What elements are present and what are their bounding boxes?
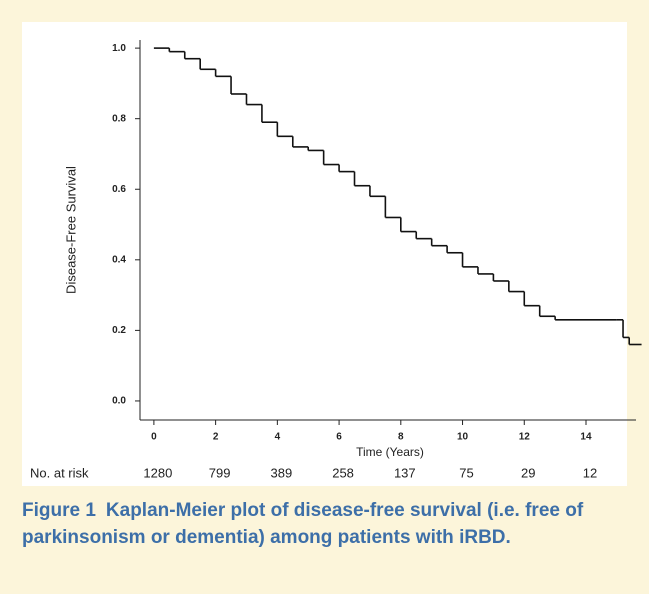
at-risk-value: 75 xyxy=(459,465,473,480)
caption-text: Kaplan-Meier plot of disease-free surviv… xyxy=(22,500,584,548)
x-tick-label: 6 xyxy=(336,432,342,443)
plot-background xyxy=(22,22,627,486)
at-risk-value: 1280 xyxy=(143,465,172,480)
y-tick-label: 0.0 xyxy=(112,396,126,407)
caption: Figure 1 Kaplan-Meier plot of disease-fre… xyxy=(22,497,632,551)
y-tick-label: 0.8 xyxy=(112,113,126,124)
at-risk-value: 258 xyxy=(332,465,354,480)
at-risk-value: 12 xyxy=(583,465,597,480)
at-risk-value: 389 xyxy=(270,465,292,480)
at-risk-value: 799 xyxy=(209,465,231,480)
at-risk-value: 29 xyxy=(521,465,535,480)
x-tick-label: 14 xyxy=(580,432,592,443)
at-risk-value: 137 xyxy=(394,465,416,480)
caption-label: Figure 1 xyxy=(22,500,96,521)
y-tick-label: 0.6 xyxy=(112,184,126,195)
x-axis-label: Time (Years) xyxy=(356,445,424,459)
y-axis-label: Disease-Free Survival xyxy=(63,166,78,294)
at-risk-label: No. at risk xyxy=(30,465,89,480)
y-tick-label: 1.0 xyxy=(112,43,126,54)
x-tick-label: 0 xyxy=(151,432,157,443)
y-tick-label: 0.2 xyxy=(112,325,126,336)
y-tick-label: 0.4 xyxy=(112,254,126,265)
x-tick-label: 12 xyxy=(519,432,531,443)
x-tick-label: 8 xyxy=(398,432,404,443)
x-tick-label: 4 xyxy=(275,432,281,443)
x-tick-label: 2 xyxy=(213,432,219,443)
x-tick-label: 10 xyxy=(457,432,469,443)
